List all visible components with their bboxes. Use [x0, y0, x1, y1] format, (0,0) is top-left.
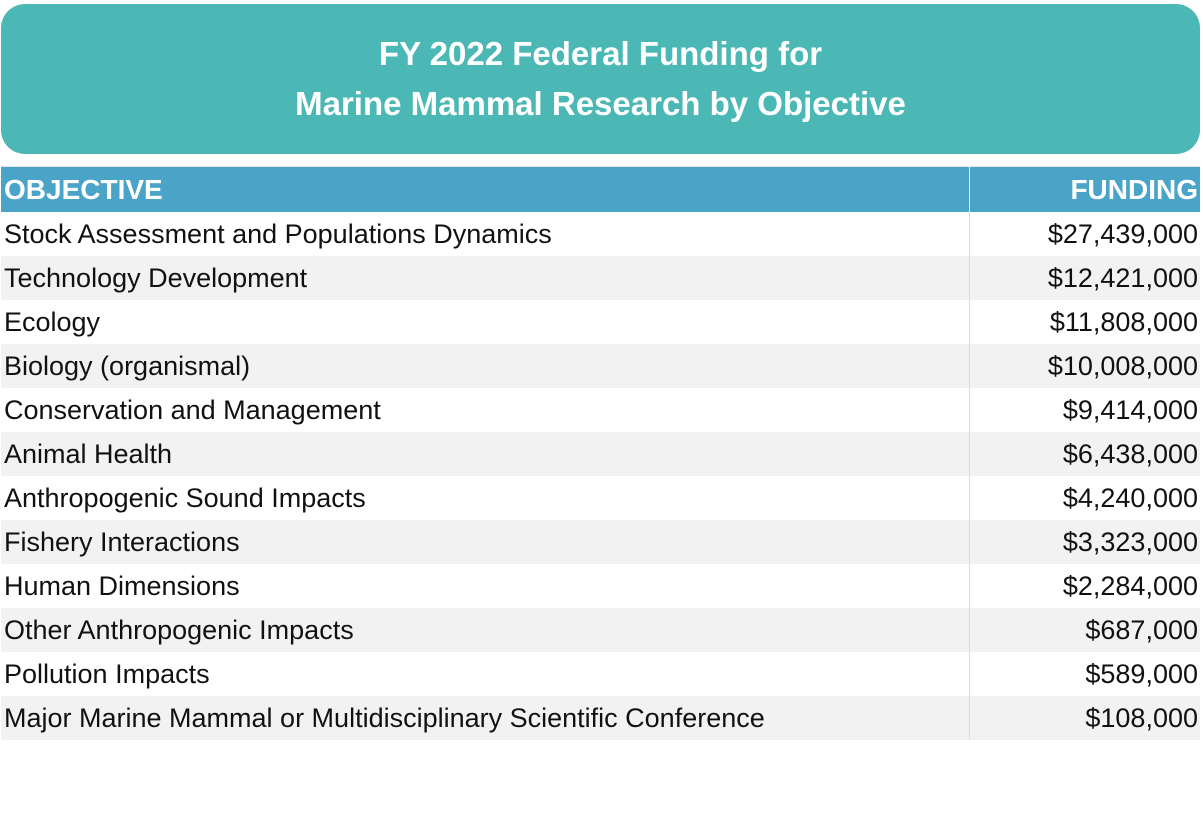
funding-cell: $4,240,000 — [1062, 482, 1198, 513]
objective-cell: Ecology — [1, 300, 970, 344]
table-row: Technology Development $12,421,000 — [1, 256, 1200, 300]
objective-cell: Human Dimensions — [1, 564, 970, 608]
objective-cell: Major Marine Mammal or Multidisciplinary… — [1, 696, 970, 740]
objective-cell: Pollution Impacts — [1, 652, 970, 696]
column-header-objective: OBJECTIVE — [1, 167, 970, 212]
table-row: Conservation and Management $9,414,000 — [1, 388, 1200, 432]
column-header-funding: FUNDING — [1070, 173, 1198, 205]
table-row: Major Marine Mammal or Multidisciplinary… — [1, 696, 1200, 740]
funding-cell: $687,000 — [1085, 614, 1198, 645]
funding-cell: $9,414,000 — [1062, 394, 1198, 425]
table-row: Human Dimensions $2,284,000 — [1, 564, 1200, 608]
objective-cell: Technology Development — [1, 256, 970, 300]
table-row: Biology (organismal) $10,008,000 — [1, 344, 1200, 388]
objective-cell: Fishery Interactions — [1, 520, 970, 564]
funding-cell: $2,284,000 — [1062, 570, 1198, 601]
table-header-row: OBJECTIVE FUNDING — [1, 166, 1200, 212]
table-row: Ecology $11,808,000 — [1, 300, 1200, 344]
table-row: Fishery Interactions $3,323,000 — [1, 520, 1200, 564]
funding-cell: $12,421,000 — [1047, 262, 1198, 293]
funding-cell: $27,439,000 — [1047, 218, 1198, 249]
objective-cell: Biology (organismal) — [1, 344, 970, 388]
title-banner: FY 2022 Federal Funding for Marine Mamma… — [1, 4, 1200, 154]
funding-cell: $3,323,000 — [1062, 526, 1198, 557]
funding-cell: $11,808,000 — [1049, 306, 1198, 337]
objective-cell: Anthropogenic Sound Impacts — [1, 476, 970, 520]
table-row: Other Anthropogenic Impacts $687,000 — [1, 608, 1200, 652]
table-body: Stock Assessment and Populations Dynamic… — [1, 212, 1200, 740]
table-row: Stock Assessment and Populations Dynamic… — [1, 212, 1200, 256]
funding-cell: $6,438,000 — [1062, 438, 1198, 469]
title-line-2: Marine Mammal Research by Objective — [295, 85, 906, 122]
objective-cell: Stock Assessment and Populations Dynamic… — [1, 212, 970, 256]
objective-cell: Animal Health — [1, 432, 970, 476]
table-row: Animal Health $6,438,000 — [1, 432, 1200, 476]
funding-table: OBJECTIVE FUNDING Stock Assessment and P… — [1, 166, 1200, 740]
funding-cell: $10,008,000 — [1047, 350, 1198, 381]
objective-cell: Other Anthropogenic Impacts — [1, 608, 970, 652]
funding-cell: $589,000 — [1085, 658, 1198, 689]
table-row: Pollution Impacts $589,000 — [1, 652, 1200, 696]
objective-cell: Conservation and Management — [1, 388, 970, 432]
funding-cell: $108,000 — [1085, 702, 1198, 733]
table-row: Anthropogenic Sound Impacts $4,240,000 — [1, 476, 1200, 520]
title-line-1: FY 2022 Federal Funding for — [378, 35, 823, 72]
